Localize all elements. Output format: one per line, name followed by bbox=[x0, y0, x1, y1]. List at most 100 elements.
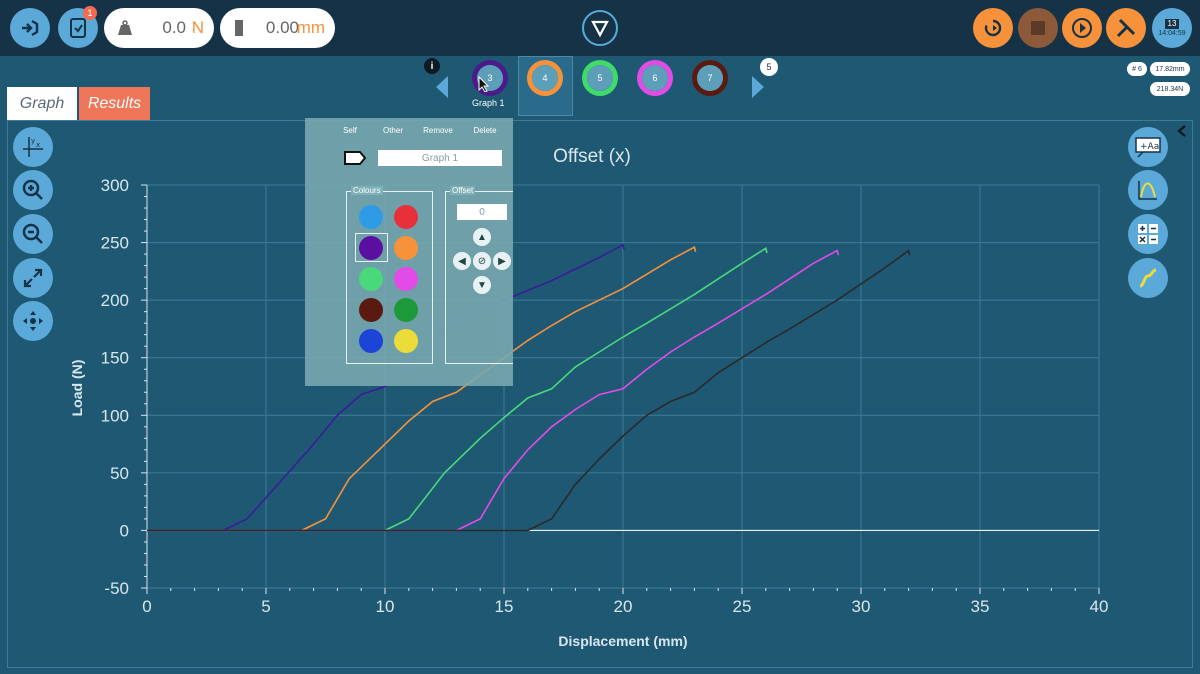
exit-icon[interactable] bbox=[10, 8, 50, 48]
max-load-badge: 218.34N bbox=[1150, 82, 1190, 96]
graph-options-panel: Self Other Remove Delete Graph 1 Colours… bbox=[305, 118, 513, 386]
y-axis-label: Load (N) bbox=[69, 360, 85, 417]
y-tick-label: 300 bbox=[101, 176, 129, 195]
action-other[interactable]: Other bbox=[382, 126, 403, 135]
clock-time: 14:04:59 bbox=[1158, 30, 1186, 37]
colour-swatch[interactable] bbox=[394, 298, 418, 322]
y-tick-label: 250 bbox=[101, 234, 129, 253]
colours-group: Colours bbox=[346, 186, 433, 364]
calendar-icon[interactable]: 13 14:04:59 bbox=[1152, 8, 1192, 48]
offset-right-icon[interactable]: ▶ bbox=[493, 252, 511, 270]
action-remove[interactable]: Remove bbox=[423, 126, 453, 135]
notification-badge: 1 bbox=[83, 6, 97, 20]
chart-series bbox=[147, 243, 911, 532]
series-line-2[interactable] bbox=[147, 247, 768, 532]
colour-swatch[interactable] bbox=[359, 267, 383, 291]
fit-icon[interactable] bbox=[13, 258, 53, 298]
x-tick-label: 20 bbox=[614, 597, 633, 616]
offset-input[interactable]: 0 bbox=[457, 204, 507, 220]
y-tick-label: -50 bbox=[104, 579, 129, 598]
graph-count-badge: # 6 bbox=[1127, 62, 1147, 76]
x-tick-label: 10 bbox=[376, 597, 395, 616]
y-tick-label: 0 bbox=[120, 521, 129, 540]
curve-fit-icon[interactable] bbox=[1128, 170, 1168, 210]
y-tick-label: 50 bbox=[110, 464, 129, 483]
chart-axes: 0 5 10 15 20 25 30 35 40 -50 0 50 100 150 200 250 300 bbox=[101, 176, 1109, 616]
ruler-icon bbox=[235, 20, 243, 36]
chart-frame bbox=[7, 120, 1193, 668]
colour-swatch[interactable] bbox=[394, 267, 418, 291]
y-tick-label: 100 bbox=[101, 406, 129, 425]
stop-icon[interactable] bbox=[1018, 8, 1058, 48]
load-unit: N bbox=[191, 18, 204, 37]
x-axis-label: Displacement (mm) bbox=[558, 633, 687, 649]
load-value: 0.0 bbox=[162, 18, 186, 37]
colour-swatch[interactable] bbox=[359, 205, 383, 229]
displacement-unit: mm bbox=[296, 18, 325, 37]
graph-selector-4[interactable]: 4 bbox=[527, 60, 563, 96]
x-tick-label: 30 bbox=[852, 597, 871, 616]
colour-swatch[interactable] bbox=[394, 236, 418, 260]
colour-swatch[interactable] bbox=[394, 329, 418, 353]
pan-icon[interactable] bbox=[13, 301, 53, 341]
zoom-in-icon[interactable] bbox=[13, 170, 53, 210]
tab-graph[interactable]: Graph bbox=[7, 87, 77, 120]
cursor-icon bbox=[478, 76, 490, 92]
offset-group: Offset bbox=[445, 186, 513, 364]
offset-reset-icon[interactable]: ⊘ bbox=[473, 252, 491, 270]
reset-icon[interactable] bbox=[973, 8, 1013, 48]
graph-name-input[interactable]: Graph 1 bbox=[378, 150, 502, 166]
top-toolbar: 1 0.0 N 0.00 mm 13 14:04:59 bbox=[0, 0, 1200, 56]
x-tick-label: 25 bbox=[733, 597, 752, 616]
graph-selector-7[interactable]: 7 bbox=[692, 60, 728, 96]
tag-icon bbox=[344, 151, 367, 165]
x-tick-label: 40 bbox=[1090, 597, 1109, 616]
colour-swatch[interactable] bbox=[394, 205, 418, 229]
y-tick-label: 200 bbox=[101, 291, 129, 310]
graph-selector-5[interactable]: 5 bbox=[582, 60, 618, 96]
logo-icon bbox=[582, 10, 618, 46]
x-tick-label: 0 bbox=[142, 597, 151, 616]
offset-up-icon[interactable]: ▲ bbox=[473, 228, 491, 246]
offset-down-icon[interactable]: ▼ bbox=[473, 276, 491, 294]
series-line-4[interactable] bbox=[147, 249, 911, 532]
max-displacement-badge: 17.82mm bbox=[1150, 62, 1190, 76]
colour-swatch[interactable] bbox=[359, 329, 383, 353]
colour-swatch[interactable] bbox=[359, 236, 383, 260]
more-graphs-badge: 5 bbox=[760, 58, 778, 76]
x-tick-label: 35 bbox=[971, 597, 990, 616]
graph-current-label: Graph 1 bbox=[472, 98, 505, 108]
y-tick-label: 150 bbox=[101, 349, 129, 368]
colour-swatch[interactable] bbox=[359, 298, 383, 322]
series-line-3[interactable] bbox=[147, 249, 840, 532]
calculator-icon[interactable] bbox=[1128, 214, 1168, 254]
svg-text:+Aa: +Aa bbox=[1140, 142, 1159, 152]
x-tick-label: 15 bbox=[495, 597, 514, 616]
tab-results[interactable]: Results bbox=[79, 87, 150, 120]
curve-shift-icon[interactable] bbox=[1128, 258, 1168, 298]
x-tick-label: 5 bbox=[261, 597, 270, 616]
action-self[interactable]: Self bbox=[343, 126, 357, 135]
action-delete[interactable]: Delete bbox=[473, 126, 497, 135]
zoom-out-icon[interactable] bbox=[13, 214, 53, 254]
graph-prev-arrow[interactable] bbox=[436, 76, 448, 98]
colours-title: Colours bbox=[351, 186, 383, 195]
svg-text:x: x bbox=[36, 141, 40, 149]
graph-selector-6[interactable]: 6 bbox=[637, 60, 673, 96]
load-readout: 0.0 N bbox=[104, 8, 214, 48]
info-icon[interactable]: i bbox=[424, 58, 440, 74]
tools-icon[interactable] bbox=[1106, 8, 1146, 48]
offset-left-icon[interactable]: ◀ bbox=[453, 252, 471, 270]
colour-selected-frame bbox=[355, 233, 388, 262]
collapse-arrow-icon[interactable] bbox=[1176, 124, 1188, 138]
displacement-value: 0.00 bbox=[265, 18, 299, 37]
clock-day: 13 bbox=[1165, 19, 1179, 29]
annotate-icon[interactable]: +Aa bbox=[1128, 127, 1168, 167]
graph-next-arrow[interactable] bbox=[752, 76, 764, 98]
svg-text:y: y bbox=[31, 137, 35, 145]
play-icon[interactable] bbox=[1062, 8, 1102, 48]
offset-title: Offset bbox=[450, 186, 476, 195]
displacement-readout: 0.00 mm bbox=[220, 8, 335, 48]
